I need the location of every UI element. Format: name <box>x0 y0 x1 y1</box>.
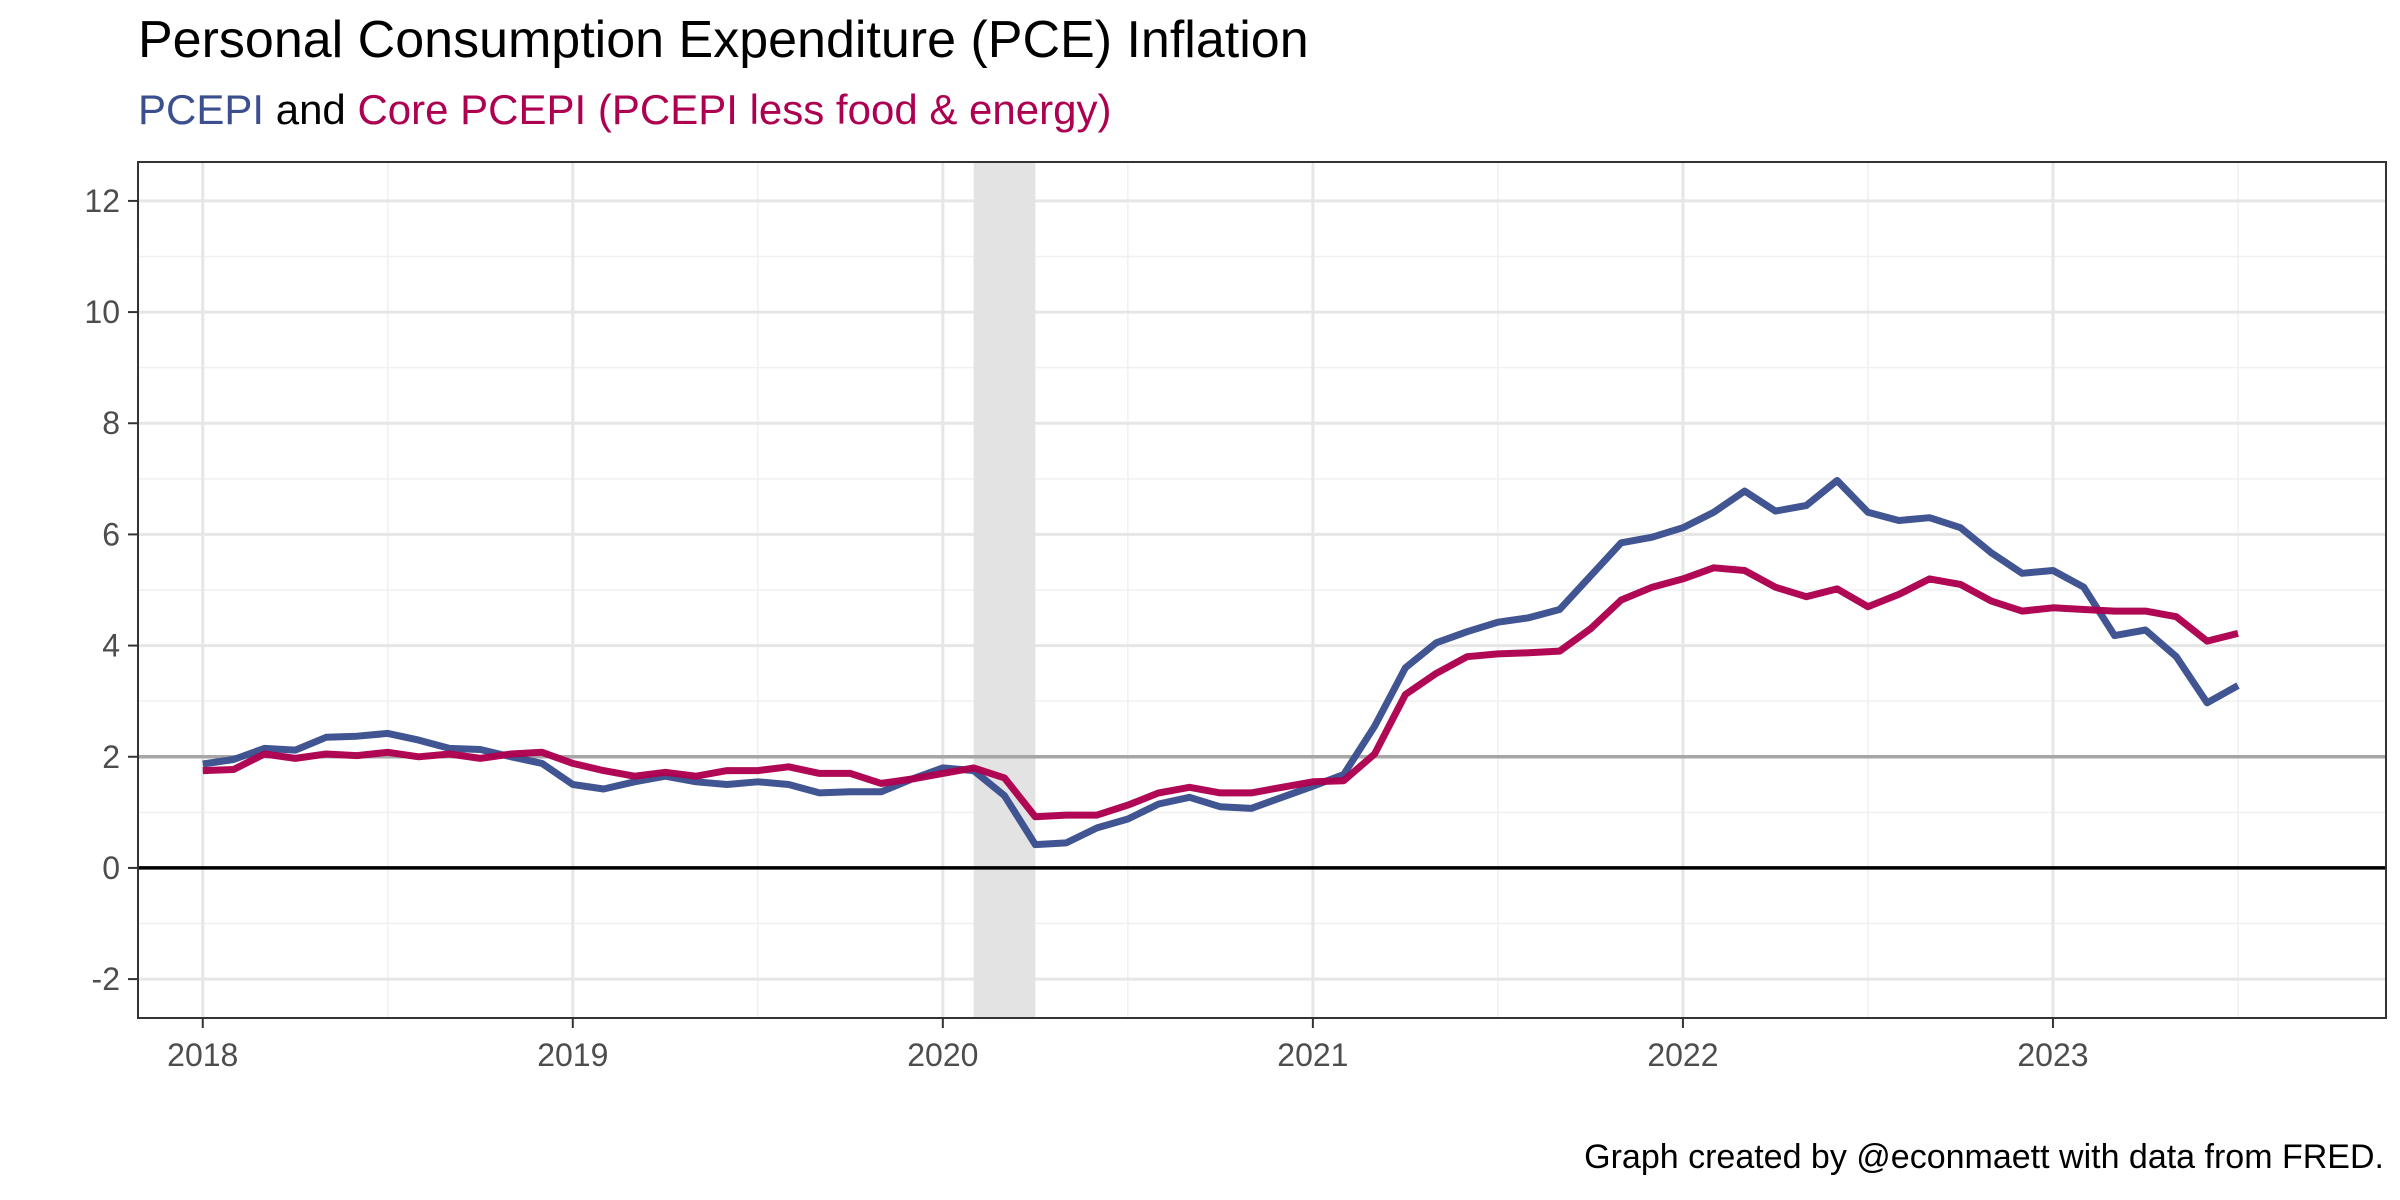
chart-subtitle: PCEPI and Core PCEPI (PCEPI less food & … <box>138 86 1111 134</box>
recession-band <box>973 162 1036 1018</box>
y-tick-label: 2 <box>102 739 120 775</box>
grid-minor <box>138 162 2386 1018</box>
subtitle-series-core: Core PCEPI (PCEPI less food & energy) <box>357 86 1112 133</box>
x-axis: 2018 2019 2020 2021 2022 2023 <box>167 1018 2089 1073</box>
y-tick-label: 0 <box>102 850 120 886</box>
y-tick-label: 10 <box>84 294 120 330</box>
y-tick-label: 12 <box>84 183 120 219</box>
x-tick-label: 2023 <box>2017 1037 2088 1073</box>
chart-title: Personal Consumption Expenditure (PCE) I… <box>138 11 1309 69</box>
x-tick-label: 2018 <box>167 1037 238 1073</box>
series-line-pcepi <box>202 477 2240 849</box>
y-tick-label: -2 <box>92 961 120 997</box>
plot-border <box>137 161 2387 1019</box>
x-tick-label: 2021 <box>1277 1037 1348 1073</box>
x-tick-label: 2019 <box>537 1037 608 1073</box>
chart-caption: Graph created by @econmaett with data fr… <box>1584 1138 2384 1176</box>
x-tick-label: 2022 <box>1647 1037 1718 1073</box>
series-line-core-pcepi <box>202 564 2239 821</box>
x-tick-label: 2020 <box>907 1037 978 1073</box>
series-lines <box>202 477 2240 849</box>
recession-shade <box>973 162 1036 1018</box>
subtitle-and: and <box>275 86 346 133</box>
y-tick-label: 8 <box>102 405 120 441</box>
subtitle-series-pcepi: PCEPI <box>138 86 265 133</box>
y-tick-label: 4 <box>102 628 120 664</box>
y-tick-label: 6 <box>102 516 120 552</box>
y-axis: -2 0 2 4 6 8 10 12 <box>84 183 138 997</box>
